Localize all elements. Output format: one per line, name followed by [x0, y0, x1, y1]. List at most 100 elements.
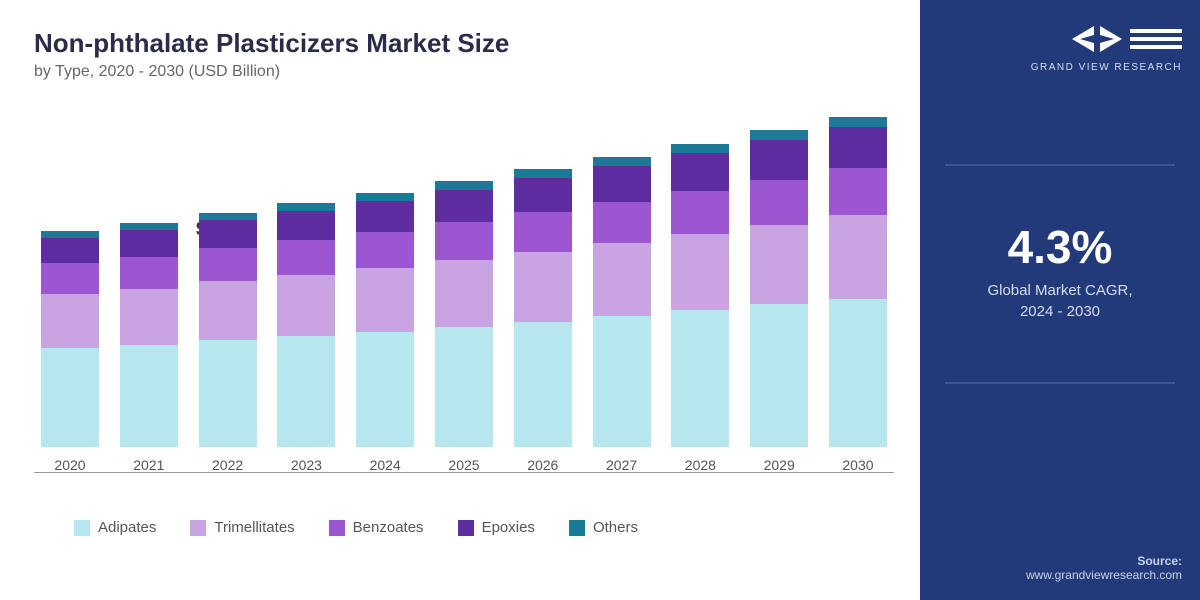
bar-stack — [41, 231, 99, 447]
chart-subtitle: by Type, 2020 - 2030 (USD Billion) — [34, 63, 900, 81]
bar-segment-adipates — [671, 310, 729, 447]
bar-segment-trimellitates — [277, 275, 335, 336]
bar-segment-benzoates — [435, 222, 493, 259]
bar-segment-benzoates — [514, 212, 572, 252]
bar-stack — [120, 223, 178, 447]
bar-segment-others — [750, 130, 808, 140]
root: Non-phthalate Plasticizers Market Size b… — [0, 0, 1200, 600]
bar-column: 2020 — [34, 231, 106, 473]
bar-column: 2023 — [270, 203, 342, 473]
source-block: Source: www.grandviewresearch.com — [1026, 554, 1182, 582]
x-axis-label: 2027 — [606, 457, 637, 473]
bar-stack — [514, 169, 572, 447]
plot-region: $3.2B 2020202120222023202420252026202720… — [34, 101, 894, 501]
bar-stack — [435, 181, 493, 447]
bar-stack — [356, 193, 414, 447]
bar-column: 2021 — [113, 223, 185, 473]
panel-divider-top — [945, 164, 1175, 166]
bar-segment-benzoates — [593, 202, 651, 243]
x-axis-label: 2025 — [448, 457, 479, 473]
bar-segment-epoxies — [277, 211, 335, 241]
bar-segment-adipates — [829, 299, 887, 447]
bar-segment-epoxies — [356, 201, 414, 232]
x-axis-label: 2021 — [133, 457, 164, 473]
bar-segment-others — [829, 117, 887, 128]
bar-segment-trimellitates — [750, 225, 808, 305]
bar-segment-epoxies — [41, 238, 99, 263]
bar-segment-trimellitates — [671, 234, 729, 310]
bar-segment-adipates — [593, 316, 651, 447]
bar-segment-trimellitates — [593, 243, 651, 316]
bar-segment-trimellitates — [829, 215, 887, 299]
bar-segment-others — [120, 223, 178, 230]
x-axis-label: 2024 — [370, 457, 401, 473]
bar-segment-epoxies — [435, 190, 493, 222]
x-axis-label: 2020 — [54, 457, 85, 473]
bar-segment-benzoates — [750, 180, 808, 225]
x-axis-label: 2028 — [685, 457, 716, 473]
bar-segment-adipates — [435, 327, 493, 447]
bar-segment-benzoates — [277, 240, 335, 275]
legend-swatch — [569, 520, 585, 536]
x-axis-label: 2026 — [527, 457, 558, 473]
bar-stack — [671, 144, 729, 447]
cagr-value: 4.3% — [1008, 220, 1113, 274]
bar-segment-others — [593, 157, 651, 166]
cagr-label: Global Market CAGR, 2024 - 2030 — [987, 280, 1132, 322]
source-url: www.grandviewresearch.com — [1026, 568, 1182, 582]
bar-segment-adipates — [199, 340, 257, 447]
gvr-logo-icon — [1072, 26, 1182, 52]
bar-stack — [593, 157, 651, 447]
x-axis-label: 2022 — [212, 457, 243, 473]
bar-segment-benzoates — [41, 263, 99, 293]
bar-column: 2025 — [428, 181, 500, 473]
legend-item: Trimellitates — [190, 519, 294, 536]
bar-segment-epoxies — [514, 178, 572, 213]
bar-segment-trimellitates — [120, 289, 178, 345]
legend-swatch — [329, 520, 345, 536]
bar-segment-others — [671, 144, 729, 153]
brand-name: GRAND VIEW RESEARCH — [1031, 61, 1182, 74]
bar-column: 2024 — [349, 193, 421, 473]
bar-segment-adipates — [356, 332, 414, 447]
bar-column: 2027 — [586, 157, 658, 473]
chart-title: Non-phthalate Plasticizers Market Size — [34, 28, 900, 59]
bar-segment-benzoates — [356, 232, 414, 268]
legend-label: Others — [593, 519, 638, 536]
legend-item: Epoxies — [458, 519, 535, 536]
side-panel: GRAND VIEW RESEARCH 4.3% Global Market C… — [920, 0, 1200, 600]
bar-segment-adipates — [277, 336, 335, 447]
bars-container: 2020 2021 2022 2023 2024 2025 2026 2027 2028 2029… — [34, 113, 894, 473]
bar-column: 2030 — [822, 117, 894, 473]
bar-segment-benzoates — [199, 248, 257, 281]
bar-segment-adipates — [514, 322, 572, 447]
legend-swatch — [458, 520, 474, 536]
cagr-label-line1: Global Market CAGR, — [987, 282, 1132, 299]
bar-segment-benzoates — [120, 257, 178, 289]
bar-segment-adipates — [750, 304, 808, 447]
legend-swatch — [74, 520, 90, 536]
legend-label: Benzoates — [353, 519, 424, 536]
legend-item: Adipates — [74, 519, 156, 536]
chart-area: Non-phthalate Plasticizers Market Size b… — [0, 0, 920, 600]
bar-segment-epoxies — [671, 153, 729, 190]
legend: Adipates Trimellitates Benzoates Epoxies Oth… — [34, 519, 900, 536]
bar-stack — [829, 117, 887, 447]
bar-segment-epoxies — [750, 140, 808, 180]
legend-label: Trimellitates — [214, 519, 294, 536]
legend-label: Adipates — [98, 519, 156, 536]
bar-segment-others — [41, 231, 99, 238]
bar-column: 2029 — [743, 130, 815, 473]
legend-label: Epoxies — [482, 519, 535, 536]
bar-column: 2022 — [192, 213, 264, 473]
legend-swatch — [190, 520, 206, 536]
bar-segment-others — [356, 193, 414, 201]
bar-segment-trimellitates — [41, 294, 99, 348]
bar-stack — [277, 203, 335, 447]
source-label: Source: — [1026, 554, 1182, 568]
bar-segment-adipates — [120, 345, 178, 447]
x-axis-label: 2023 — [291, 457, 322, 473]
bar-stack — [199, 213, 257, 447]
x-axis-label: 2029 — [764, 457, 795, 473]
bar-segment-epoxies — [199, 220, 257, 248]
